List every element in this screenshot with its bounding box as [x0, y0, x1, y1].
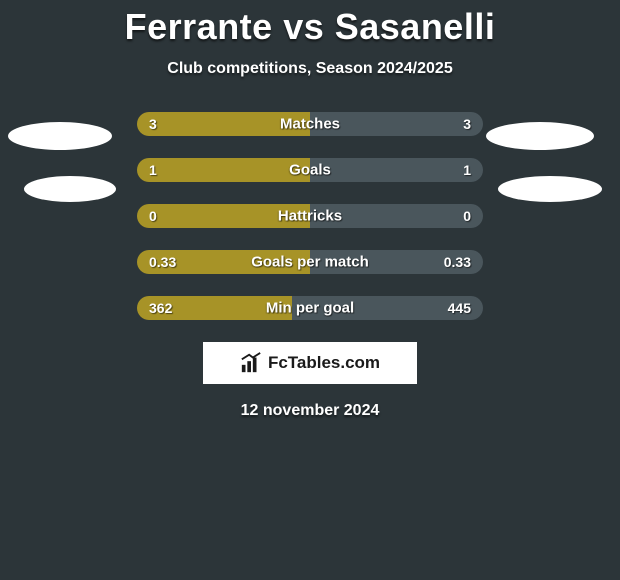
brand-text: FcTables.com [268, 353, 380, 373]
decorative-ellipse [498, 176, 602, 202]
decorative-ellipse [486, 122, 594, 150]
subtitle: Club competitions, Season 2024/2025 [0, 60, 620, 78]
bar-chart-icon [240, 352, 262, 374]
brand-box: FcTables.com [203, 342, 417, 384]
page-title: Ferrante vs Sasanelli [0, 0, 620, 48]
stat-fill-right [310, 204, 483, 228]
stat-fill-left [137, 112, 310, 136]
stat-row: 362445Min per goal [137, 296, 483, 320]
stat-row: 11Goals [137, 158, 483, 182]
stat-fill-left [137, 250, 310, 274]
stat-fill-left [137, 204, 310, 228]
date: 12 november 2024 [0, 402, 620, 420]
decorative-ellipse [24, 176, 116, 202]
stat-row: 33Matches [137, 112, 483, 136]
stat-fill-right [310, 112, 483, 136]
stat-row: 0.330.33Goals per match [137, 250, 483, 274]
stat-fill-right [292, 296, 483, 320]
stat-fill-right [310, 250, 483, 274]
stat-fill-right [310, 158, 483, 182]
stat-row: 00Hattricks [137, 204, 483, 228]
stats-rows: 33Matches 11Goals 00Hattricks 0.330.33Goals… [137, 112, 483, 320]
decorative-ellipse [8, 122, 112, 150]
stat-fill-left [137, 158, 310, 182]
stat-fill-left [137, 296, 292, 320]
